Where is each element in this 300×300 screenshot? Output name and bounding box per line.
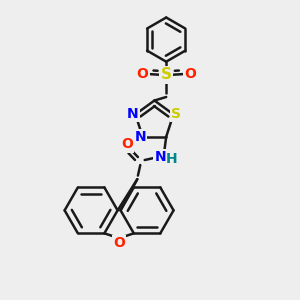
- Text: S: S: [171, 107, 181, 122]
- Text: O: O: [137, 67, 148, 81]
- Text: O: O: [184, 67, 196, 81]
- Text: O: O: [113, 236, 125, 250]
- Text: H: H: [166, 152, 177, 166]
- Text: N: N: [134, 130, 146, 144]
- Text: S: S: [161, 68, 172, 82]
- Text: O: O: [121, 137, 133, 152]
- Text: N: N: [127, 107, 139, 122]
- Text: N: N: [154, 150, 166, 164]
